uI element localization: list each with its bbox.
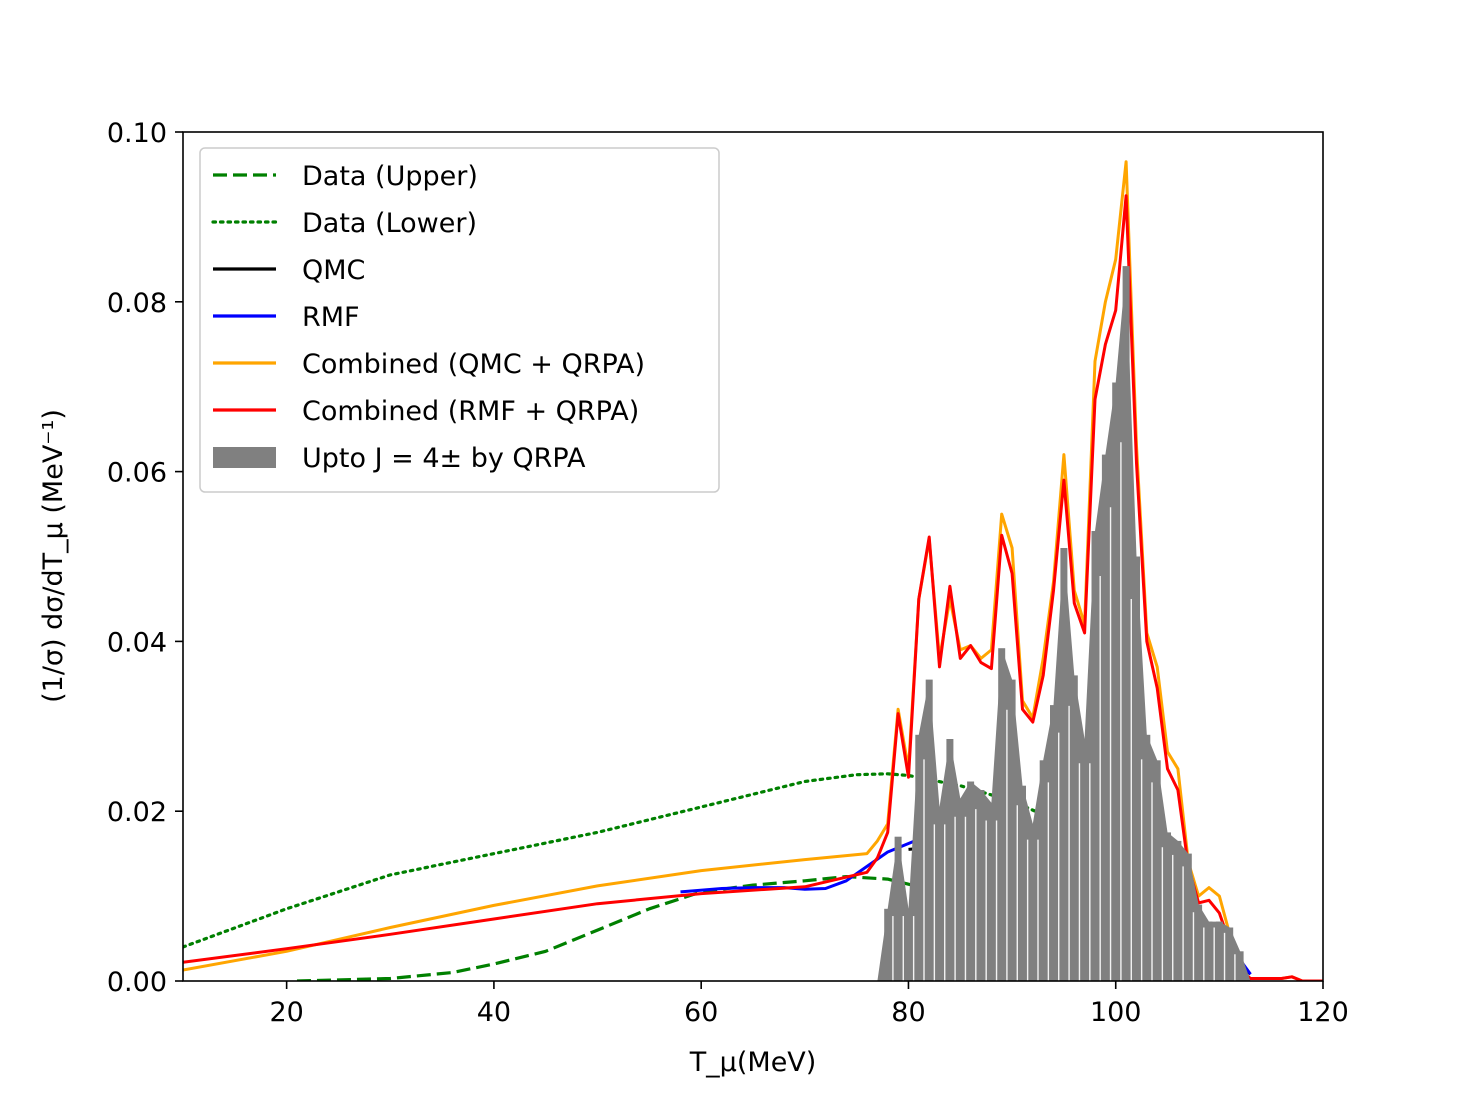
legend-entry: Data (Lower) (211, 208, 477, 239)
y-tick-label: 0.10 (107, 118, 167, 149)
legend-swatch (213, 447, 276, 468)
series-line-4 (183, 160, 1323, 981)
legend-entry: Data (Upper) (213, 161, 478, 192)
series-line-5 (183, 194, 1323, 981)
legend-label: QMC (302, 255, 365, 286)
y-tick-label: 0.04 (107, 627, 167, 658)
plot-frame (182, 131, 1324, 982)
qrpa-bar (1205, 921, 1213, 981)
qrpa-bar (1050, 705, 1057, 981)
qrpa-bar (1143, 734, 1151, 981)
qrpa-bar (1164, 832, 1171, 981)
x-axis: 20 40 60 80 100 120 (269, 981, 1349, 1028)
qrpa-bar (1019, 785, 1026, 981)
qrpa-bar (956, 798, 964, 981)
x-axis-label: T_μ(MeV) (689, 1047, 817, 1078)
qrpa-bar (987, 802, 995, 981)
y-tick-label: 0.06 (107, 458, 167, 489)
y-tick-label: 0.02 (107, 797, 167, 828)
legend-entry: Combined (QMC + QRPA) (213, 349, 645, 380)
qrpa-bar (894, 836, 902, 981)
qrpa-bar (905, 908, 912, 981)
legend-entry: QMC (213, 255, 365, 286)
qrpa-bar (1060, 548, 1068, 981)
x-tick-label: 80 (891, 997, 925, 1028)
y-axis-label: (1/σ) dσ/dT_μ (MeV⁻¹) (38, 409, 69, 703)
legend: Data (Upper) Data (Lower) QMC RMF Combined (… (199, 147, 720, 493)
y-tick-label: 0.00 (107, 967, 167, 998)
y-tick-label: 0.08 (107, 288, 167, 319)
x-tick-label: 100 (1090, 997, 1142, 1028)
y-axis: 0.00 0.02 0.04 0.06 0.08 0.10 (107, 118, 183, 998)
legend-label: Combined (QMC + QRPA) (302, 349, 645, 380)
qrpa-bar (1226, 927, 1234, 981)
qrpa-bar (1008, 679, 1016, 981)
x-tick-label: 120 (1297, 997, 1349, 1028)
qrpa-bar (1236, 951, 1244, 981)
qrpa-bar (998, 648, 1006, 981)
legend-label: Data (Upper) (302, 161, 478, 192)
x-tick-label: 40 (477, 997, 511, 1028)
qrpa-bar (946, 739, 954, 981)
x-tick-label: 60 (684, 997, 718, 1028)
qrpa-bar (1112, 382, 1120, 981)
qrpa-bars (877, 266, 1251, 981)
qrpa-bar (1133, 556, 1140, 981)
legend-label: Data (Lower) (302, 208, 477, 239)
qrpa-bar (936, 807, 943, 981)
qrpa-bar (1184, 853, 1192, 981)
qrpa-bar (1153, 760, 1161, 981)
qrpa-bar (1195, 904, 1203, 981)
qrpa-bar (1091, 531, 1099, 981)
qrpa-bar (1101, 454, 1109, 981)
qrpa-bar (1122, 266, 1130, 981)
qrpa-bar (1029, 823, 1037, 981)
qrpa-bar (1070, 675, 1078, 981)
series-layer (183, 160, 1323, 981)
legend-label: Combined (RMF + QRPA) (302, 396, 639, 427)
qrpa-bar (967, 781, 975, 981)
qrpa-bar (1215, 921, 1223, 981)
legend-label: RMF (302, 302, 360, 333)
qrpa-bar (915, 734, 923, 981)
legend-box (199, 147, 720, 493)
legend-entry: Upto J = 4± by QRPA (213, 443, 586, 474)
qrpa-bar (1081, 739, 1089, 981)
qrpa-bar (977, 790, 985, 981)
qrpa-bar (1039, 760, 1047, 981)
legend-label: Upto J = 4± by QRPA (302, 443, 586, 474)
qrpa-bar (884, 908, 892, 981)
legend-entry: RMF (213, 302, 360, 333)
x-tick-label: 20 (269, 997, 303, 1028)
qrpa-bar (925, 679, 933, 981)
legend-entry: Combined (RMF + QRPA) (213, 396, 639, 427)
qrpa-bar (1174, 840, 1182, 981)
